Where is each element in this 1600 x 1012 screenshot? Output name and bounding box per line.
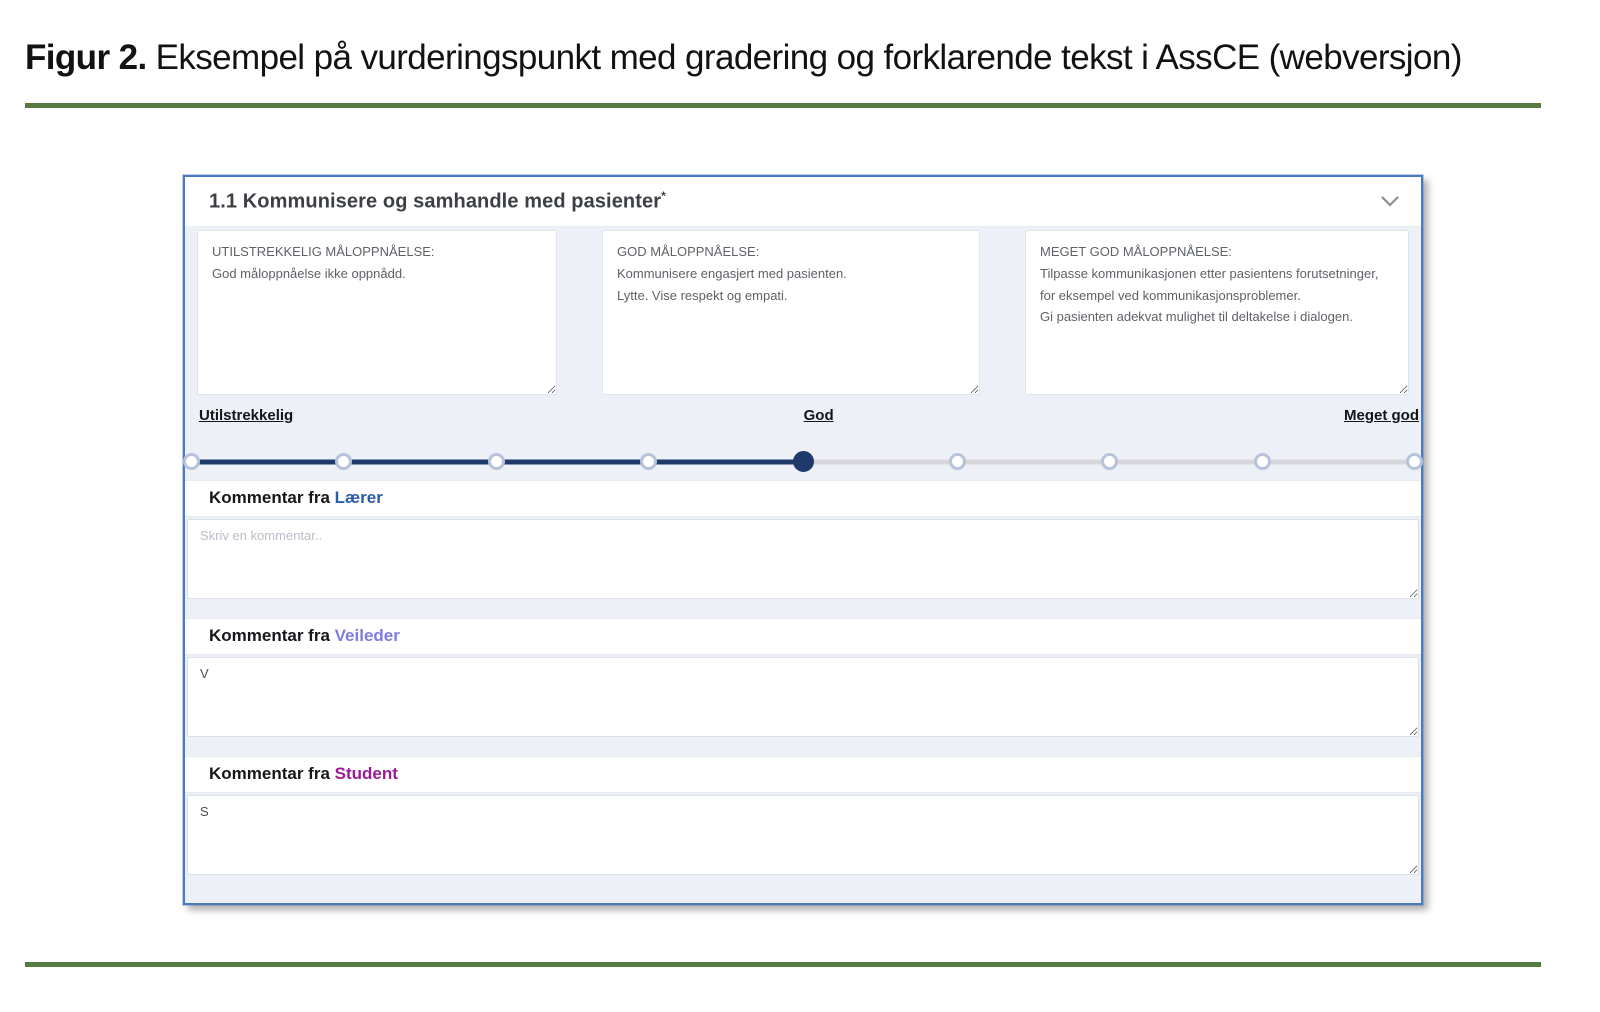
rating-point-4[interactable] [640,453,658,470]
assessment-item-panel: 1.1 Kommunisere og samhandle med pasient… [183,175,1423,905]
top-divider [25,103,1541,108]
grade-descriptions-row [185,227,1421,395]
comment-section-teacher: Kommentar fra Lærer [185,480,1421,599]
figure-caption-text: Eksempel på vurderingspunkt med graderin… [155,38,1463,77]
title-asterisk: * [661,189,666,204]
scale-label-insufficient: Utilstrekkelig [199,407,294,424]
description-good-textarea[interactable] [602,230,980,395]
figure-number: Figur 2. [25,38,147,77]
rating-slider-points [183,451,1423,472]
scale-labels-row: Utilstrekkelig God Meget god [185,395,1421,424]
scale-label-very-good: Meget god [1344,407,1419,424]
comment-header-student: Kommentar fra Student [185,756,1421,793]
rating-point-1[interactable] [183,453,200,470]
assessment-item-title: 1.1 Kommunisere og samhandle med pasient… [209,189,666,213]
rating-point-7[interactable] [1101,453,1119,470]
comment-input-teacher[interactable] [187,519,1419,599]
rating-slider[interactable] [183,451,1423,472]
rating-point-5[interactable] [792,451,814,472]
comment-section-student: Kommentar fra Student [185,756,1421,875]
figure-caption: Figur 2. Eksempel på vurderingspunkt med … [25,38,1565,78]
rating-point-3[interactable] [487,453,505,470]
comment-header-teacher: Kommentar fra Lærer [185,480,1421,517]
rating-point-6[interactable] [948,453,966,470]
comment-input-supervisor[interactable] [187,657,1419,737]
comment-input-student[interactable] [187,795,1419,875]
role-label-teacher: Lærer [334,488,383,507]
bottom-divider [25,962,1541,967]
description-insufficient-textarea[interactable] [197,230,557,395]
rating-point-2[interactable] [335,453,353,470]
description-very-good-textarea[interactable] [1025,230,1409,395]
role-label-supervisor: Veileder [334,626,400,645]
chevron-down-icon[interactable] [1381,196,1399,207]
role-label-student: Student [334,764,398,783]
rating-point-9[interactable] [1406,453,1423,470]
comment-header-supervisor: Kommentar fra Veileder [185,618,1421,655]
rating-point-8[interactable] [1253,453,1271,470]
assessment-item-header: 1.1 Kommunisere og samhandle med pasient… [185,177,1421,227]
scale-label-good: God [803,407,834,424]
comment-section-supervisor: Kommentar fra Veileder [185,618,1421,737]
